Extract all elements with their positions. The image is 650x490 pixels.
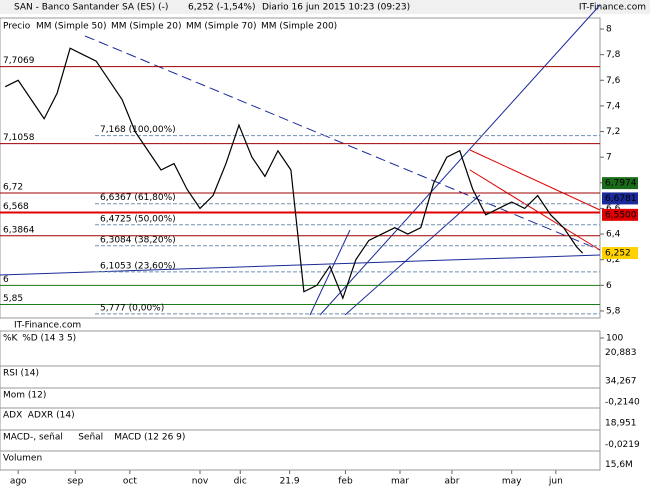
value-box-label: -0,2140 [605, 398, 640, 408]
indicator-label: MACD-, señal [3, 433, 63, 443]
y-tick-label: 7,2 [606, 127, 620, 137]
indicator-label: ADXR (14) [28, 411, 75, 421]
legend-entry: MM (Simple 200) [261, 22, 337, 32]
indicator-label: RSI (14) [3, 369, 39, 379]
indicator-panel [0, 330, 601, 367]
value-box-label: 20,883 [605, 348, 637, 358]
x-tick-label: dic [234, 477, 247, 487]
level-label: 7,1058 [3, 133, 35, 143]
value-box [602, 438, 642, 451]
header-price: 6,252 (-1,54%) [188, 3, 256, 13]
fib-label: 6,6367 (61,80%) [100, 193, 176, 203]
legend-entry: MM (Simple 70) [186, 22, 256, 32]
fib-label: 6,4725 (50,00%) [100, 214, 176, 224]
indicator-label: Señal [78, 433, 103, 443]
y-tick-label: 6,2 [606, 255, 620, 265]
value-box-label: 34,267 [605, 377, 637, 387]
y-tick-label: 7,6 [606, 76, 621, 86]
value-box [602, 417, 642, 429]
level-label: 6,3864 [3, 225, 35, 235]
value-box [602, 177, 638, 190]
fib-label: 5,777 (0,00%) [100, 303, 164, 313]
header-period: Diario 16 jun 2015 10:23 (09:23) [262, 3, 410, 13]
y-tick-label: 7 [606, 153, 612, 163]
indicator-panel [0, 365, 601, 389]
level-label: 7,7069 [3, 56, 35, 66]
value-box [602, 247, 638, 260]
value-box-label: 6,5500 [605, 210, 637, 220]
x-tick-label: abr [444, 477, 459, 487]
indicator-label: ADX [3, 411, 22, 421]
value-box-label: -0,0219 [605, 440, 640, 450]
y-tick-label: 5,8 [606, 306, 621, 316]
indicator-label: %K [3, 334, 19, 344]
value-box [602, 208, 638, 221]
indicator-panel [0, 450, 601, 471]
fib-label: 7,168 (100,00%) [100, 125, 176, 135]
y-tick-label: 7,4 [606, 101, 621, 111]
y-tick-label: 100 [606, 334, 623, 344]
value-box [602, 192, 638, 205]
value-box [602, 458, 642, 471]
indicator-label: MACD (12 26 9) [114, 433, 185, 443]
x-tick-label: may [502, 477, 522, 487]
value-box-label: 6,6781 [605, 194, 637, 204]
value-box [602, 396, 642, 408]
indicator-label: %D (14 3 5) [22, 334, 76, 344]
y-tick-label: 8 [606, 25, 612, 35]
trend-lines [0, 4, 601, 316]
x-tick-label: oct [123, 477, 137, 487]
main-frame [0, 17, 601, 319]
fib-label: 6,3084 (38,20%) [100, 235, 176, 245]
value-box-label: 15,6M [605, 460, 633, 470]
value-box-label: 18,951 [605, 419, 637, 429]
watermark: IT-Finance.com [14, 321, 81, 331]
legend-entry: Precio [3, 22, 31, 32]
legend-entry: MM (Simple 50) [36, 22, 106, 32]
value-box-label: 6,7974 [605, 179, 637, 189]
y-tick-label: 6,4 [606, 230, 621, 240]
indicator-label: Volumen [3, 454, 42, 464]
x-tick-label: ago [10, 477, 27, 487]
x-tick-label: 21.9 [280, 477, 300, 487]
legend-entry: MM (Simple 20) [111, 22, 181, 32]
header-bar [0, 0, 650, 14]
x-tick-label: feb [338, 477, 353, 487]
indicator-panel [0, 407, 601, 431]
level-label: 6,72 [3, 183, 23, 193]
price-line [4, 47, 584, 300]
y-tick-label: 7,8 [606, 50, 621, 60]
level-label: 5,85 [3, 294, 23, 304]
fib-label: 6,1053 (23,60%) [100, 261, 176, 271]
y-tick-label: 6 [606, 281, 612, 291]
level-label: 6,568 [3, 202, 29, 212]
indicator-label: Mom (12) [3, 391, 46, 401]
header-brand: IT-Finance.com [579, 3, 646, 13]
value-box [602, 375, 642, 387]
x-tick-label: mar [391, 477, 409, 487]
header-title: SAN - Banco Santander SA (ES) (-) [14, 3, 168, 13]
indicator-panel [0, 387, 601, 409]
level-label: 6 [3, 275, 9, 285]
x-tick-label: jun [548, 477, 563, 487]
value-box [602, 346, 642, 359]
x-tick-label: sep [67, 477, 83, 487]
x-tick-label: nov [192, 477, 209, 487]
value-box-label: 6,252 [605, 249, 631, 259]
